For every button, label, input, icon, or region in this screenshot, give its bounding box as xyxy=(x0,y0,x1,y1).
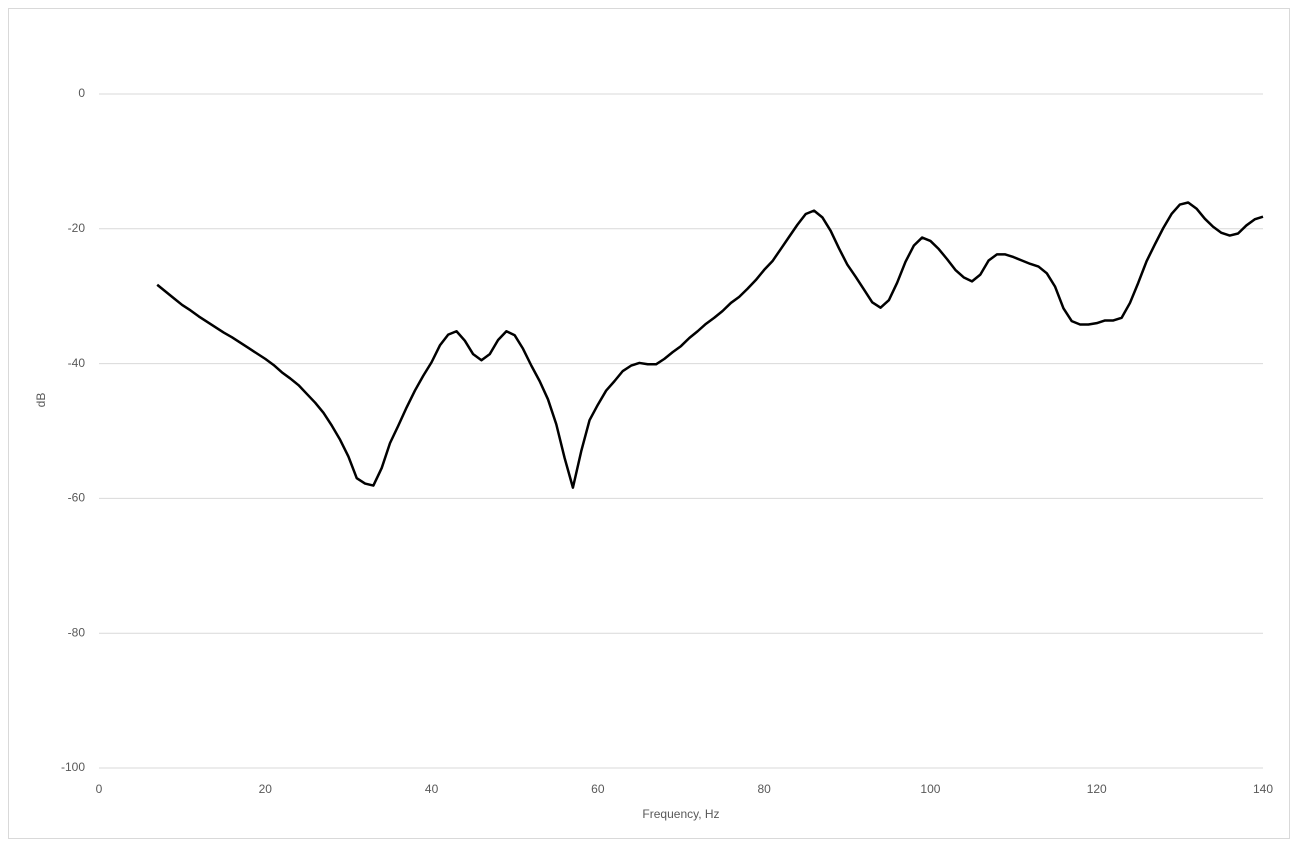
y-axis-label: dB xyxy=(34,393,48,408)
y-tick-label: -40 xyxy=(68,356,86,370)
y-tick-label: -60 xyxy=(68,491,86,505)
x-tick-label: 0 xyxy=(96,782,103,796)
x-tick-label: 20 xyxy=(259,782,273,796)
data-line xyxy=(156,201,1264,489)
y-tick-label: -20 xyxy=(68,221,86,235)
x-axis-label: Frequency, Hz xyxy=(642,807,719,821)
x-tick-label: 120 xyxy=(1087,782,1107,796)
x-tick-label: 140 xyxy=(1253,782,1273,796)
x-tick-label: 100 xyxy=(920,782,940,796)
x-tick-label: 60 xyxy=(591,782,605,796)
y-tick-label: -100 xyxy=(61,760,85,774)
y-tick-label: -80 xyxy=(68,625,86,639)
x-tick-label: 80 xyxy=(757,782,771,796)
x-tick-label: 40 xyxy=(425,782,439,796)
y-tick-label: 0 xyxy=(78,86,85,100)
chart-border xyxy=(8,8,1290,839)
